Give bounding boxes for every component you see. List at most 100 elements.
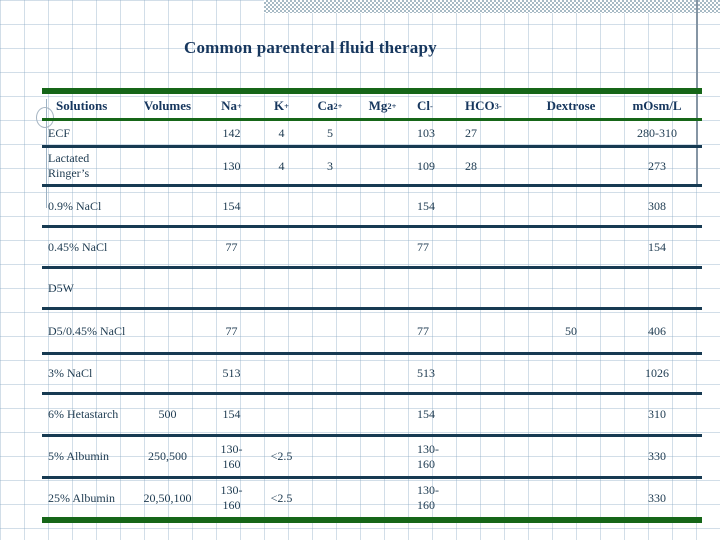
value-cell: [258, 395, 305, 434]
value-cell: [130, 269, 205, 307]
value-cell: 27: [465, 125, 477, 140]
table-row: D5/0.45% NaCl 77 77 50 406: [42, 310, 702, 355]
value-cell: 500: [158, 407, 177, 422]
value-cell: [355, 228, 410, 266]
value-cell: [612, 269, 702, 307]
value-cell: [458, 355, 530, 392]
column-header-volumes: Volumes: [143, 98, 192, 114]
value-cell: [355, 395, 410, 434]
value-cell: [530, 355, 612, 392]
table-row: 6% Hetastarch 500 154 154 310: [42, 395, 702, 437]
column-header-solutions: Solutions: [56, 98, 108, 114]
value-cell: [355, 437, 410, 476]
value-cell: 142: [222, 125, 241, 140]
solution-cell: 0.45% NaCl: [48, 239, 108, 254]
solution-cell: 6% Hetastarch: [48, 407, 119, 422]
value-cell: [410, 269, 458, 307]
value-cell: 77: [417, 239, 429, 254]
value-cell: 330: [648, 490, 666, 505]
value-cell: 130: [222, 158, 241, 173]
value-cell: 513: [222, 366, 241, 381]
value-cell: [355, 269, 410, 307]
value-cell: 20,50,100: [143, 490, 192, 505]
value-cell: [130, 148, 205, 184]
value-cell: [130, 355, 205, 392]
value-cell: 1026: [645, 366, 669, 381]
solution-cell: 5% Albumin: [48, 449, 110, 464]
value-cell: [530, 479, 612, 517]
value-cell: 4: [278, 125, 285, 140]
value-cell: 154: [648, 239, 666, 254]
value-cell: [130, 121, 205, 145]
value-cell: [305, 355, 355, 392]
value-cell: [258, 187, 305, 225]
solution-cell: Lactated Ringer’s: [48, 151, 90, 180]
value-cell: [530, 148, 612, 184]
value-cell: [305, 395, 355, 434]
value-cell: [258, 269, 305, 307]
value-cell: [355, 479, 410, 517]
column-header-mosml: mOsm/L: [632, 98, 682, 114]
value-cell: [205, 269, 258, 307]
curl-decoration: [36, 107, 54, 128]
value-cell: 154: [222, 198, 241, 213]
value-cell: [258, 310, 305, 352]
column-header-mg: Mg 2+: [368, 98, 397, 114]
value-cell: [258, 355, 305, 392]
value-cell: 130- 160: [220, 441, 243, 471]
value-cell: [130, 228, 205, 266]
table-row: 3% NaCl 513 513 1026: [42, 355, 702, 395]
value-cell: 308: [648, 198, 666, 213]
value-cell: [355, 187, 410, 225]
value-cell: [258, 228, 305, 266]
top-dither-band: [264, 0, 720, 13]
value-cell: [305, 187, 355, 225]
column-header-dextrose: Dextrose: [546, 98, 596, 114]
value-cell: [458, 269, 530, 307]
value-cell: 28: [465, 158, 477, 173]
value-cell: [305, 269, 355, 307]
value-cell: 4: [278, 158, 285, 173]
value-cell: [305, 310, 355, 352]
value-cell: [305, 228, 355, 266]
column-header-cl: Cl -: [417, 98, 433, 114]
value-cell: [530, 437, 612, 476]
value-cell: [355, 148, 410, 184]
column-header-k: K +: [274, 98, 289, 114]
value-cell: [355, 121, 410, 145]
value-cell: [530, 187, 612, 225]
value-cell: 513: [417, 366, 435, 381]
value-cell: 109: [417, 158, 435, 173]
table-row: 0.9% NaCl 154 154 308: [42, 187, 702, 228]
table-bottom-bar: [42, 517, 702, 523]
table-row: 25% Albumin 20,50,100 130- 160 <2.5 130- 160…: [42, 479, 702, 517]
value-cell: [130, 310, 205, 352]
solution-cell: ECF: [48, 125, 71, 140]
value-cell: [530, 395, 612, 434]
value-cell: 250,500: [148, 449, 187, 464]
value-cell: 77: [225, 323, 238, 338]
value-cell: [458, 310, 530, 352]
value-cell: 103: [417, 125, 435, 140]
value-cell: [458, 228, 530, 266]
table-row: D5W: [42, 269, 702, 310]
solution-cell: D5W: [48, 280, 74, 295]
value-cell: <2.5: [270, 490, 293, 505]
value-cell: 77: [225, 239, 238, 254]
left-template-line: [46, 99, 47, 208]
value-cell: [355, 310, 410, 352]
value-cell: [530, 121, 612, 145]
solution-cell: 0.9% NaCl: [48, 198, 102, 213]
column-header-na: Na +: [221, 98, 242, 114]
table-row: 0.45% NaCl 77 77 154: [42, 228, 702, 269]
value-cell: <2.5: [270, 449, 293, 464]
value-cell: 280-310: [637, 125, 677, 140]
table-body: ECF 142 4 5 103 27 280-310 Lactated Ringer’s 130…: [42, 121, 702, 517]
solution-cell: 3% NaCl: [48, 366, 93, 381]
value-cell: 330: [648, 449, 666, 464]
column-header-ca: Ca 2+: [317, 98, 343, 114]
table-row: 5% Albumin 250,500 130- 160 <2.5 130- 160 330: [42, 437, 702, 479]
value-cell: [305, 479, 355, 517]
value-cell: [458, 437, 530, 476]
